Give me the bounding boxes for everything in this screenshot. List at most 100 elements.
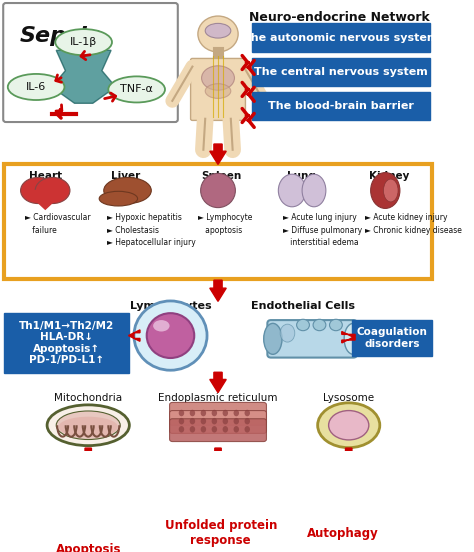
Ellipse shape	[47, 405, 129, 445]
Ellipse shape	[20, 177, 55, 204]
Ellipse shape	[201, 426, 206, 433]
Ellipse shape	[383, 179, 398, 202]
Ellipse shape	[344, 323, 363, 354]
Text: IL-6: IL-6	[26, 82, 46, 92]
Text: The central nervous system: The central nervous system	[254, 67, 428, 77]
FancyBboxPatch shape	[4, 313, 129, 373]
Polygon shape	[128, 330, 140, 341]
FancyBboxPatch shape	[352, 320, 432, 356]
Text: Lymphocytes: Lymphocytes	[130, 301, 211, 311]
Ellipse shape	[109, 76, 165, 103]
FancyBboxPatch shape	[252, 23, 430, 52]
Ellipse shape	[201, 66, 235, 90]
Ellipse shape	[190, 426, 195, 433]
Text: Liver: Liver	[111, 171, 140, 181]
Polygon shape	[342, 332, 355, 343]
Text: ► Acute kidney injury
► Chronic kidney disease: ► Acute kidney injury ► Chronic kidney d…	[365, 213, 462, 235]
Ellipse shape	[234, 426, 239, 433]
Text: Lysosome: Lysosome	[323, 392, 374, 402]
Text: Endothelial Cells: Endothelial Cells	[251, 301, 355, 311]
Text: ► Cardiovascular
   failure: ► Cardiovascular failure	[25, 213, 91, 235]
Ellipse shape	[245, 410, 250, 416]
Ellipse shape	[297, 319, 310, 331]
FancyBboxPatch shape	[267, 320, 357, 358]
Ellipse shape	[58, 417, 118, 437]
Ellipse shape	[55, 29, 112, 55]
Ellipse shape	[201, 418, 206, 424]
Ellipse shape	[234, 410, 239, 416]
Ellipse shape	[179, 426, 184, 433]
Text: The autonomic nervous system: The autonomic nervous system	[243, 33, 438, 43]
Ellipse shape	[329, 319, 342, 331]
Text: ROS: ROS	[73, 484, 103, 497]
Ellipse shape	[179, 410, 184, 416]
Text: Coagulation
disorders: Coagulation disorders	[357, 327, 428, 349]
Polygon shape	[25, 190, 65, 209]
Text: Lung: Lung	[287, 171, 315, 181]
Polygon shape	[210, 280, 226, 301]
FancyBboxPatch shape	[156, 514, 286, 552]
Ellipse shape	[134, 301, 207, 370]
Ellipse shape	[104, 177, 151, 204]
Ellipse shape	[211, 426, 217, 433]
Ellipse shape	[205, 23, 231, 38]
Polygon shape	[63, 469, 114, 512]
Text: ► Lymphocyte
   apoptosis: ► Lymphocyte apoptosis	[198, 213, 252, 235]
Circle shape	[198, 16, 238, 52]
Ellipse shape	[280, 324, 295, 342]
Ellipse shape	[223, 426, 228, 433]
FancyBboxPatch shape	[252, 92, 430, 120]
FancyBboxPatch shape	[4, 163, 432, 279]
Ellipse shape	[245, 418, 250, 424]
Ellipse shape	[328, 411, 369, 440]
Ellipse shape	[234, 418, 239, 424]
Text: ► Hypoxic hepatitis
► Cholestasis
► Hepatocellular injury: ► Hypoxic hepatitis ► Cholestasis ► Hepa…	[108, 213, 196, 247]
FancyBboxPatch shape	[170, 419, 266, 442]
Ellipse shape	[318, 403, 380, 448]
Text: Apoptosis: Apoptosis	[55, 543, 121, 552]
FancyBboxPatch shape	[252, 57, 430, 86]
Ellipse shape	[245, 426, 250, 433]
Ellipse shape	[179, 418, 184, 424]
FancyBboxPatch shape	[170, 402, 266, 425]
FancyBboxPatch shape	[37, 530, 139, 552]
Ellipse shape	[147, 313, 194, 358]
Polygon shape	[210, 372, 226, 392]
FancyBboxPatch shape	[291, 514, 393, 552]
Text: IL-1β: IL-1β	[70, 37, 97, 47]
FancyBboxPatch shape	[3, 3, 178, 122]
Polygon shape	[82, 515, 95, 531]
Text: TNF-α: TNF-α	[120, 84, 153, 94]
Ellipse shape	[371, 173, 400, 209]
Ellipse shape	[211, 410, 217, 416]
Ellipse shape	[201, 410, 206, 416]
Ellipse shape	[302, 174, 326, 207]
Polygon shape	[210, 144, 226, 164]
Ellipse shape	[8, 74, 64, 100]
Polygon shape	[52, 50, 116, 103]
Text: Heart: Heart	[29, 171, 62, 181]
Ellipse shape	[190, 418, 195, 424]
Text: Unfolded protein
response: Unfolded protein response	[164, 519, 277, 547]
Text: ► Acute lung injury
► Diffuse pulmonary
   interstitial edema: ► Acute lung injury ► Diffuse pulmonary …	[283, 213, 362, 247]
Ellipse shape	[35, 177, 70, 204]
Ellipse shape	[223, 418, 228, 424]
Text: Th1/M1→Th2/M2
HLA-DR↓
Apoptosis↑
PD-1/PD-L1↑: Th1/M1→Th2/M2 HLA-DR↓ Apoptosis↑ PD-1/PD…	[19, 321, 114, 365]
Text: The blood-brain barrier: The blood-brain barrier	[268, 101, 414, 111]
Polygon shape	[82, 448, 95, 466]
Ellipse shape	[99, 192, 137, 206]
Ellipse shape	[223, 410, 228, 416]
Ellipse shape	[201, 173, 236, 208]
FancyBboxPatch shape	[170, 411, 266, 433]
Text: Neuro-endocrine Network: Neuro-endocrine Network	[249, 11, 430, 24]
Text: Autophagy: Autophagy	[307, 527, 378, 540]
Text: Spleen: Spleen	[201, 171, 242, 181]
Ellipse shape	[211, 418, 217, 424]
Ellipse shape	[278, 174, 306, 207]
Polygon shape	[211, 448, 224, 515]
Text: Sepsis: Sepsis	[19, 26, 101, 46]
Polygon shape	[342, 448, 355, 515]
Text: Endoplasmic reticulum: Endoplasmic reticulum	[158, 392, 278, 402]
FancyBboxPatch shape	[191, 59, 246, 120]
Ellipse shape	[313, 319, 326, 331]
